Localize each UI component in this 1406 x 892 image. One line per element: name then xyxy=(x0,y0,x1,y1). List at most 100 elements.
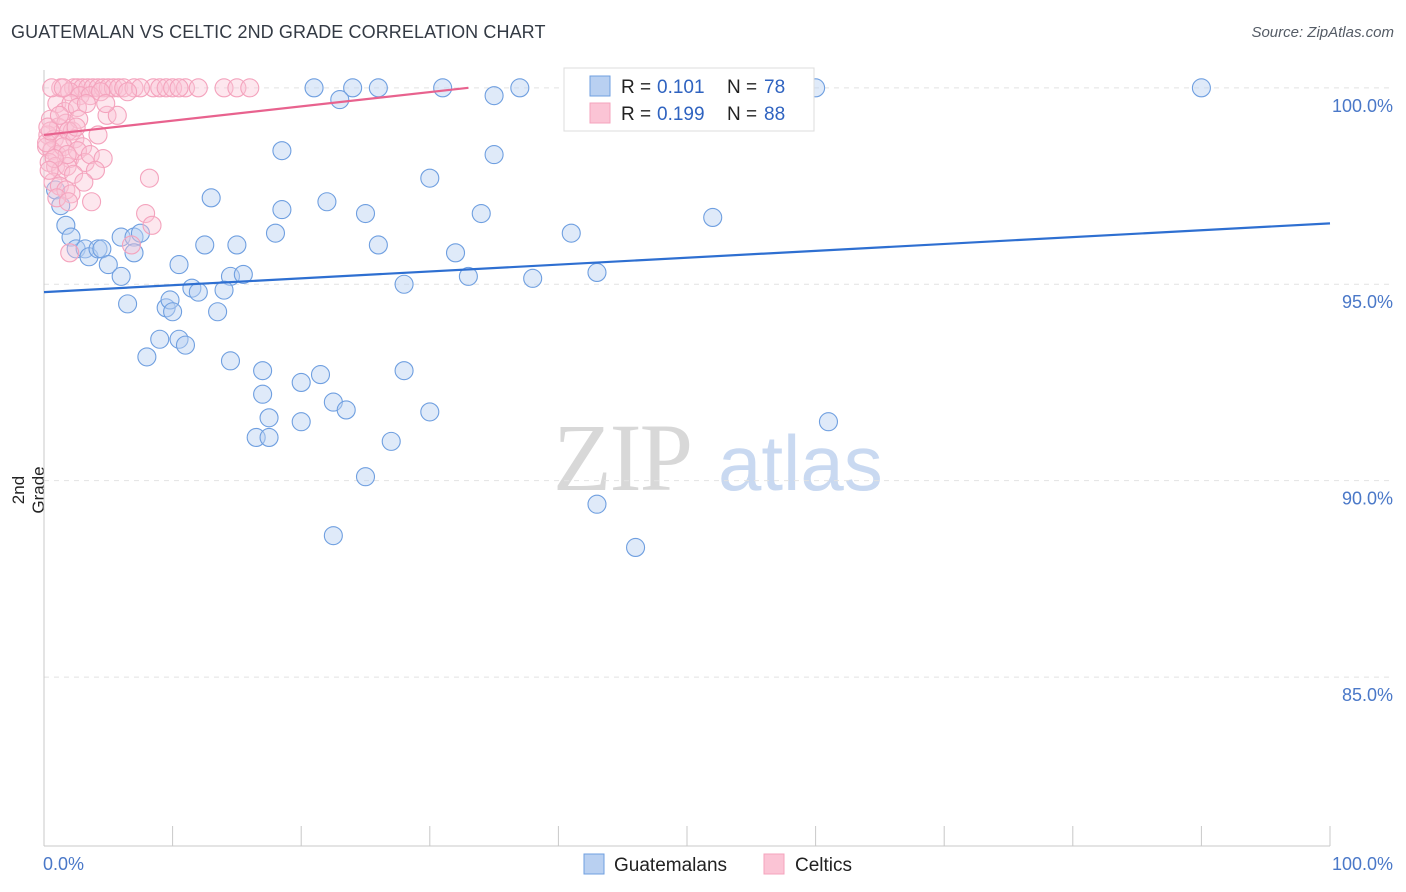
guatemalans-point-0 xyxy=(304,78,324,98)
celtics-point-4 xyxy=(78,78,98,98)
legend-swatch-celtics xyxy=(589,102,611,124)
guatemalans-point-18 xyxy=(355,203,376,224)
guatemalans-point-33 xyxy=(124,243,144,263)
guatemalans-point-67 xyxy=(420,402,440,422)
celtics-point-74 xyxy=(66,117,86,137)
celtics-point-80 xyxy=(169,78,189,98)
celtics-point-41 xyxy=(37,137,57,157)
celtics-point-79 xyxy=(130,78,150,98)
legend-n-label-1: N = xyxy=(727,104,757,125)
guatemalans-point-19 xyxy=(471,203,491,224)
celtics-point-9 xyxy=(103,78,123,98)
guatemalans-point-8 xyxy=(330,90,350,110)
y-tick-labels: 85.0% 90.0% 95.0% 100.0% xyxy=(1332,96,1393,705)
celtics-point-84 xyxy=(96,93,116,114)
chart-source: Source: ZipAtlas.com xyxy=(1251,24,1394,41)
legend-n-label-0: N = xyxy=(727,77,757,98)
guatemalans-point-70 xyxy=(818,412,839,432)
legend-r-label-1: R = xyxy=(621,104,651,125)
guatemalans-point-50 xyxy=(118,294,138,314)
celtics-trend-line xyxy=(43,86,469,137)
guatemalans-point-57 xyxy=(175,335,196,355)
guatemalans-point-21 xyxy=(56,215,76,235)
celtics-point-60 xyxy=(61,184,81,204)
guatemalans-point-54 xyxy=(208,302,228,322)
guatemalans-point-72 xyxy=(259,427,279,447)
guatemalans-point-64 xyxy=(253,384,273,404)
guatemalans-point-11 xyxy=(484,145,504,165)
celtics-point-39 xyxy=(73,137,93,157)
celtics-point-76 xyxy=(42,78,62,98)
guatemalans-point-12 xyxy=(420,168,440,188)
guatemalans-point-75 xyxy=(587,494,607,514)
guatemalans-point-48 xyxy=(214,280,234,300)
guatemalans-point-16 xyxy=(272,200,292,220)
legend-swatch-guatemalans xyxy=(589,75,611,97)
guatemalans-point-10 xyxy=(272,141,292,161)
guatemalans-point-17 xyxy=(317,192,337,212)
legend-n-value-1: 88 xyxy=(764,104,785,125)
celtics-point-73 xyxy=(57,145,77,165)
guatemalans-point-69 xyxy=(291,412,311,432)
celtics-point-85 xyxy=(118,82,138,102)
celtics-point-54 xyxy=(64,164,84,184)
celtics-point-11 xyxy=(114,78,134,98)
celtics-point-55 xyxy=(85,160,105,180)
legend-r-value-1: 0.199 xyxy=(657,104,705,125)
guatemalans-point-49 xyxy=(394,274,414,294)
celtics-point-3 xyxy=(73,78,93,98)
guatemalans-point-58 xyxy=(137,347,157,367)
celtics-point-61 xyxy=(74,172,94,192)
guatemalans-point-43 xyxy=(458,266,478,286)
celtics-point-72 xyxy=(49,105,69,125)
guatemalans-point-2 xyxy=(368,78,388,98)
guatemalans-point-37 xyxy=(445,243,466,263)
guatemalans-point-35 xyxy=(227,235,247,255)
guatemalans-point-53 xyxy=(163,302,183,322)
guatemalans-point-7 xyxy=(1191,78,1211,98)
guatemalans-point-38 xyxy=(98,255,118,275)
guatemalans-point-76 xyxy=(323,526,343,546)
celtics-point-28 xyxy=(107,105,127,125)
y-tick-label-90: 90.0% xyxy=(1342,489,1393,509)
guatemalans-point-66 xyxy=(336,400,356,420)
guatemalans-point-36 xyxy=(368,235,388,255)
guatemalans-point-61 xyxy=(291,372,311,393)
guatemalans-point-4 xyxy=(510,78,530,98)
watermark-zip: ZIP xyxy=(553,404,691,511)
bottom-legend-celtics: Celtics xyxy=(795,855,852,876)
bottom-legend-guatemalans: Guatemalans xyxy=(614,855,727,876)
guatemalans-point-27 xyxy=(61,227,81,247)
celtics-point-46 xyxy=(67,141,87,161)
x-ticks xyxy=(43,826,1331,846)
celtics-point-86 xyxy=(39,160,59,180)
celtics-point-63 xyxy=(58,192,78,212)
guatemalans-point-73 xyxy=(381,431,401,451)
guatemalans-point-25 xyxy=(265,223,286,243)
guatemalans-point-63 xyxy=(394,361,414,381)
guatemalans-point-34 xyxy=(195,235,215,255)
guatemalans-point-3 xyxy=(433,78,453,98)
guatemalans-point-40 xyxy=(111,266,131,286)
y-tick-label-95: 95.0% xyxy=(1342,292,1393,312)
guatemalans-point-62 xyxy=(310,365,331,385)
celtics-point-66 xyxy=(142,215,162,235)
celtics-point-49 xyxy=(93,148,113,169)
bottom-legend-swatch-guatemalans xyxy=(583,853,605,875)
guatemalans-point-47 xyxy=(188,282,208,302)
celtics-point-71 xyxy=(38,117,58,137)
guatemalans-point-68 xyxy=(259,408,279,428)
x-tick-label-max: 100.0% xyxy=(1332,854,1393,874)
celtics-point-62 xyxy=(47,188,67,208)
series-celtics-points xyxy=(37,78,260,263)
grid-lines xyxy=(44,87,1390,678)
guatemalans-point-55 xyxy=(150,329,170,349)
celtics-point-68 xyxy=(60,243,80,263)
celtics-point-83 xyxy=(76,93,96,114)
legend: R = 0.101 N = 78 R = 0.199 N = 88 xyxy=(563,67,815,132)
celtics-point-10 xyxy=(109,78,129,98)
guatemalans-point-77 xyxy=(626,537,646,557)
legend-n-value-0: 78 xyxy=(764,77,785,98)
guatemalans-point-26 xyxy=(561,223,581,243)
